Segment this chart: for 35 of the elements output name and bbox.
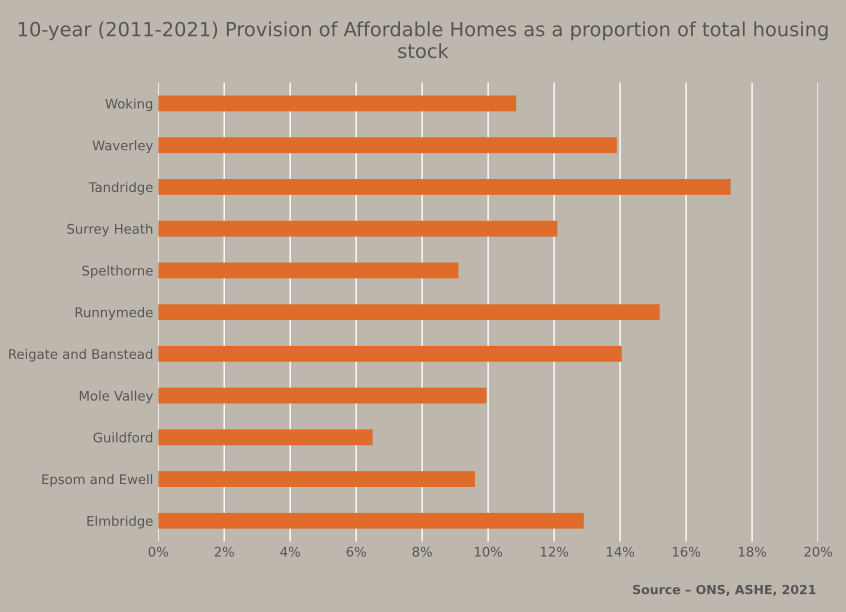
bar	[158, 471, 475, 487]
x-tick-label: 14%	[606, 546, 634, 557]
x-tick-label: 16%	[672, 546, 700, 557]
bar	[158, 388, 486, 404]
y-tick-label: Woking	[105, 98, 152, 112]
y-tick-label: Reigate and Banstead	[9, 348, 152, 362]
bar	[158, 346, 622, 362]
bar	[158, 304, 660, 320]
y-tick-label: Epsom and Ewell	[42, 474, 152, 487]
bar	[158, 220, 558, 237]
x-tick-label: 8%	[412, 546, 432, 557]
y-tick-label: Surrey Heath	[67, 224, 152, 236]
x-tick-label: 4%	[280, 546, 300, 557]
bar	[158, 262, 458, 278]
bar	[158, 137, 617, 154]
source-note: Source – ONS, ASHE, 2021	[633, 584, 816, 596]
chart-title: 10-year (2011-2021) Provision of Affordable Homes as a proportion of total housing stock	[18, 21, 828, 58]
x-tick-label: 12%	[540, 546, 568, 557]
bar	[158, 179, 731, 195]
y-tick-label: Runnymede	[76, 307, 153, 320]
x-tick-label: 10%	[474, 546, 502, 557]
y-tick-label: Mole Valley	[80, 390, 153, 404]
x-tick-label: 6%	[346, 546, 366, 557]
bar	[158, 429, 373, 446]
x-tick-label: 20%	[804, 546, 832, 557]
y-tick-label: Waverley	[92, 140, 153, 153]
y-tick-label: Guildford	[94, 432, 152, 442]
bar	[158, 96, 516, 112]
bar	[158, 512, 584, 529]
y-tick-label: Tandridge	[88, 182, 153, 195]
y-tick-label: Spelthorne	[82, 265, 153, 278]
x-tick-label: 2%	[214, 546, 234, 557]
x-tick-label: 18%	[738, 546, 766, 557]
x-tick-label: 0%	[148, 546, 168, 557]
y-tick-label: Elmbridge	[87, 516, 153, 529]
